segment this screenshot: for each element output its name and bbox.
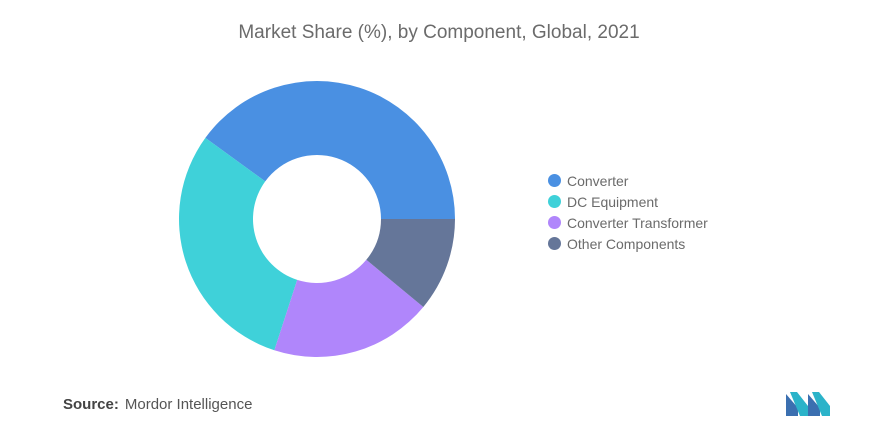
source-label: Source: bbox=[63, 396, 119, 413]
legend-swatch bbox=[548, 216, 561, 229]
legend-swatch bbox=[548, 237, 561, 250]
legend-label: Converter bbox=[567, 172, 629, 189]
slice-dc-equipment bbox=[179, 137, 298, 351]
legend-label: DC Equipment bbox=[567, 193, 659, 210]
source-note: Source: Mordor Intelligence bbox=[63, 396, 252, 413]
legend-item: DC Equipment bbox=[548, 191, 708, 212]
legend-item: Converter bbox=[548, 170, 708, 191]
chart-title: Market Share (%), by Component, Global, … bbox=[238, 22, 640, 43]
chart-legend: Converter DC Equipment Converter Transform… bbox=[548, 170, 708, 254]
legend-swatch bbox=[548, 195, 561, 208]
legend-label: Other Components bbox=[567, 235, 686, 252]
source-text: Mordor Intelligence bbox=[124, 396, 253, 413]
mordor-intelligence-logo-icon bbox=[786, 392, 830, 416]
legend-item: Converter Transformer bbox=[548, 212, 708, 233]
legend-item: Other Components bbox=[548, 233, 708, 254]
legend-label: Converter Transformer bbox=[567, 214, 708, 231]
legend-swatch bbox=[548, 174, 561, 187]
slice-other-components bbox=[366, 219, 455, 307]
slice-converter bbox=[205, 81, 455, 219]
slice-converter-transformer bbox=[274, 259, 424, 357]
